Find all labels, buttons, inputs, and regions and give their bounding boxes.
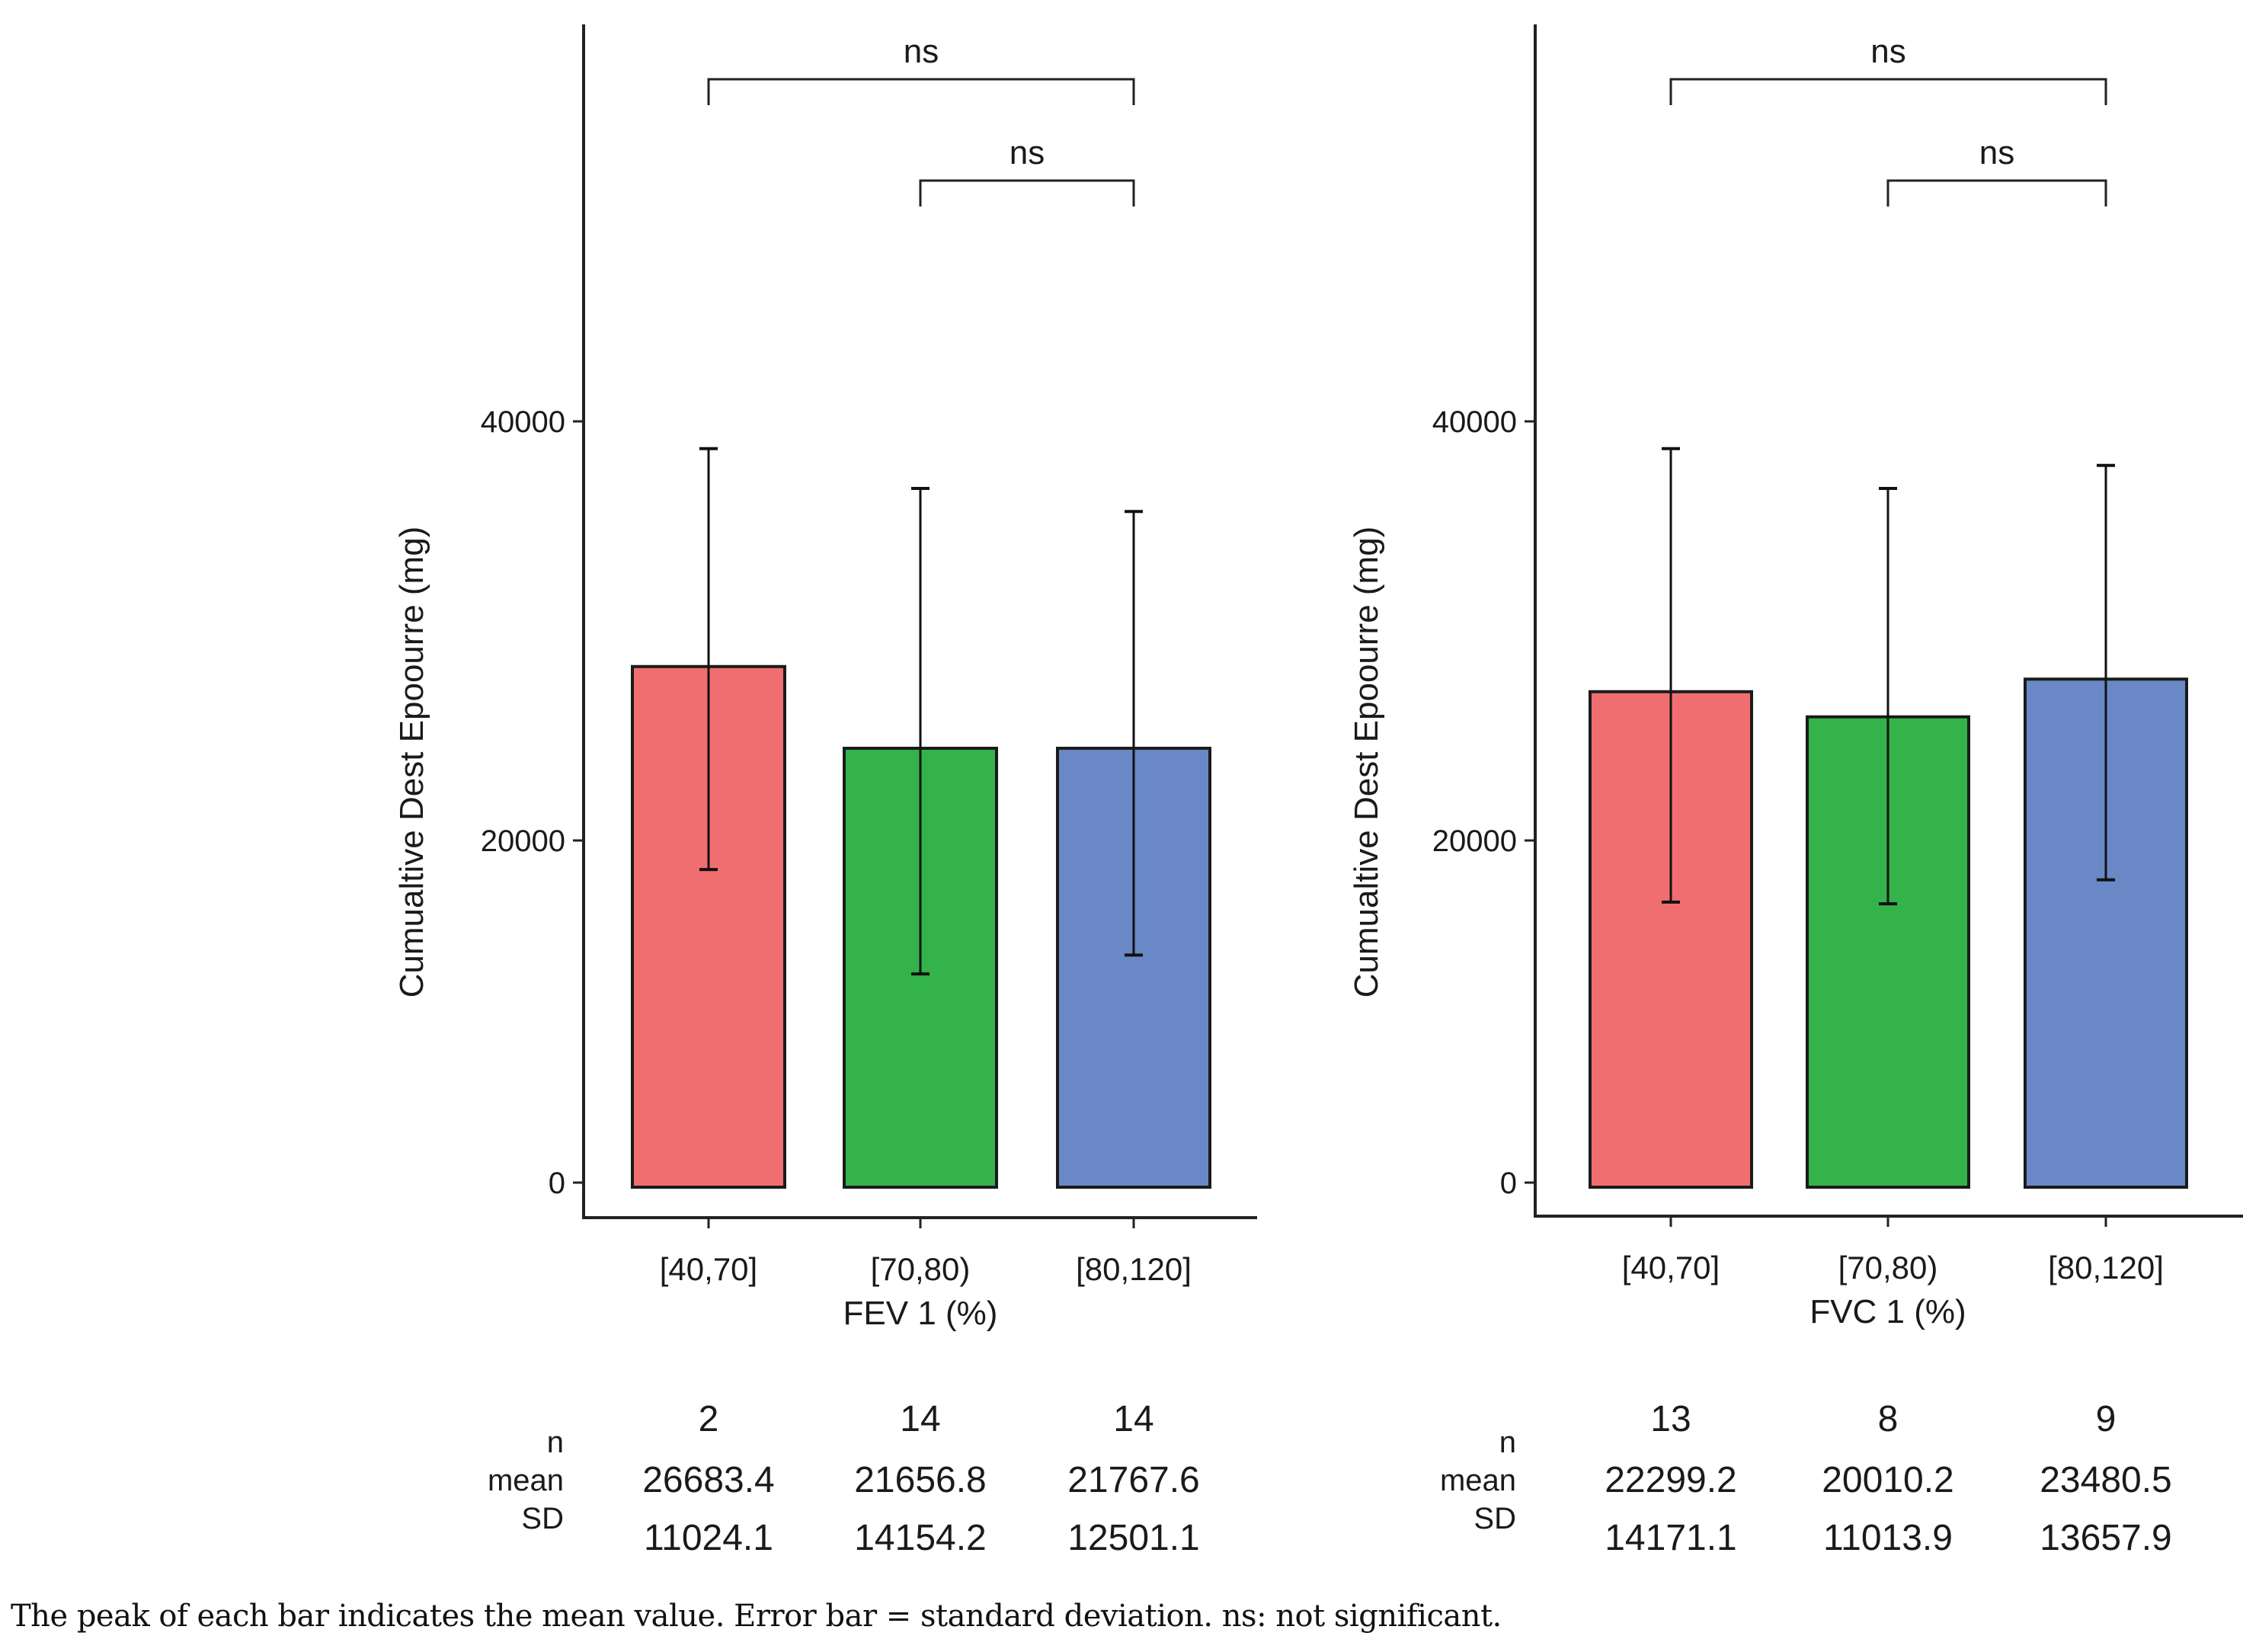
significance-bracket — [1669, 78, 2107, 105]
stat-sd: 14154.2 — [854, 1518, 987, 1558]
stat-mean: 21656.8 — [854, 1460, 987, 1500]
significance-label: ns — [904, 33, 939, 70]
stat-n: 14 — [1113, 1399, 1153, 1439]
y-axis-title: Cumualtive Dest Epoourre (mg) — [393, 527, 430, 998]
stat-n: 2 — [699, 1399, 719, 1439]
stat-mean: 21767.6 — [1067, 1460, 1200, 1500]
y-axis-title: Cumualtive Dest Epoourre (mg) — [1348, 527, 1385, 998]
y-tick-label: 40000 — [481, 405, 565, 439]
significance-bracket — [1886, 179, 2107, 206]
x-axis-title: FVC 1 (%) — [1809, 1293, 1966, 1330]
stat-sd: 14171.1 — [1605, 1518, 1737, 1558]
stat-n: 8 — [1878, 1399, 1899, 1439]
fvc1-panel: 0 20000 40000 Cumualtive Dest Epoourre (mg)… — [1348, 24, 2243, 1558]
stat-n: 14 — [900, 1399, 940, 1439]
stat-row-label: n — [547, 1426, 564, 1459]
figure-caption: The peak of each bar indicates the mean … — [11, 1599, 1502, 1634]
y-tick-label: 20000 — [1432, 824, 1517, 858]
stat-n: 9 — [2096, 1399, 2117, 1439]
x-tick-label: [70,80) — [1838, 1250, 1938, 1285]
significance-label: ns — [1870, 33, 1905, 70]
stat-sd: 13657.9 — [2040, 1518, 2172, 1558]
stat-mean: 22299.2 — [1605, 1460, 1737, 1500]
x-tick-label: [80,120] — [1076, 1251, 1192, 1287]
significance-bracket — [707, 78, 1135, 105]
stat-row-label: n — [1499, 1426, 1516, 1459]
stat-sd: 11013.9 — [1823, 1518, 1953, 1558]
stat-sd: 12501.1 — [1067, 1518, 1200, 1558]
stat-sd: 11024.1 — [644, 1518, 773, 1558]
stat-mean: 20010.2 — [1822, 1460, 1954, 1500]
x-tick-label: [40,70] — [1622, 1250, 1720, 1285]
x-tick-label: [40,70] — [660, 1251, 757, 1287]
stat-row-label: SD — [521, 1502, 564, 1535]
significance-label: ns — [1010, 134, 1045, 171]
stat-row-label: mean — [1440, 1464, 1516, 1497]
x-tick-label: [70,80) — [871, 1251, 971, 1287]
fev1-panel: 0 20000 40000 Cumualtive Dest Epoourre (mg)… — [393, 24, 1257, 1558]
stat-mean: 26683.4 — [642, 1460, 775, 1500]
y-tick-label: 20000 — [481, 824, 565, 858]
y-tick-label: 0 — [549, 1167, 565, 1200]
stat-mean: 23480.5 — [2040, 1460, 2172, 1500]
stat-row-label: mean — [488, 1464, 564, 1497]
significance-label: ns — [1979, 134, 2014, 171]
x-tick-label: [80,120] — [2048, 1250, 2164, 1285]
y-tick-label: 0 — [1500, 1167, 1517, 1200]
stat-row-label: SD — [1473, 1502, 1516, 1535]
stat-n: 13 — [1650, 1399, 1691, 1439]
significance-bracket — [919, 179, 1135, 206]
y-tick-label: 40000 — [1432, 405, 1517, 439]
x-axis-title: FEV 1 (%) — [843, 1295, 998, 1332]
